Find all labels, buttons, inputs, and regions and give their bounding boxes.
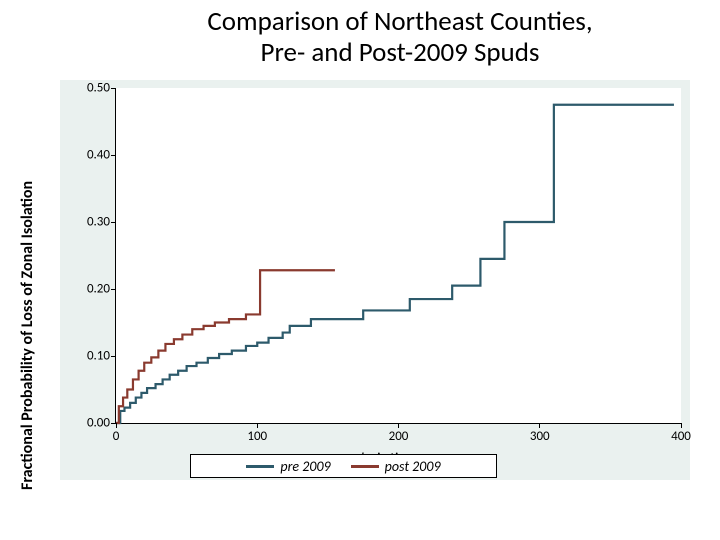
plot-outer: 0.000.100.200.300.400.500100200300400 an… bbox=[60, 80, 690, 480]
legend-swatch-post2009 bbox=[351, 465, 379, 468]
chart-page: Comparison of Northeast Counties, Pre- a… bbox=[0, 0, 720, 540]
ytick bbox=[111, 289, 116, 290]
chart-title: Comparison of Northeast Counties, Pre- a… bbox=[100, 6, 700, 68]
ytick bbox=[111, 155, 116, 156]
ytick bbox=[111, 88, 116, 89]
xtick-label: 0 bbox=[113, 429, 120, 444]
ytick-label: 0.50 bbox=[87, 81, 110, 96]
series-post-2009 bbox=[116, 270, 335, 423]
ytick-label: 0.40 bbox=[87, 148, 110, 163]
legend-label-pre2009: pre 2009 bbox=[280, 458, 330, 475]
xtick-label: 100 bbox=[247, 429, 267, 444]
xtick bbox=[681, 423, 682, 428]
legend-item-post2009: post 2009 bbox=[351, 458, 441, 475]
legend: pre 2009 post 2009 bbox=[190, 454, 497, 478]
ytick-label: 0.20 bbox=[87, 282, 110, 297]
ytick-label: 0.00 bbox=[87, 416, 110, 431]
legend-label-post2009: post 2009 bbox=[385, 458, 441, 475]
ytick-label: 0.10 bbox=[87, 349, 110, 364]
xtick bbox=[116, 423, 117, 428]
title-line2: Pre- and Post-2009 Spuds bbox=[261, 36, 540, 69]
legend-swatch-pre2009 bbox=[246, 465, 274, 468]
ytick-label: 0.30 bbox=[87, 215, 110, 230]
xtick-label: 200 bbox=[389, 429, 409, 444]
ytick bbox=[111, 356, 116, 357]
legend-item-pre2009: pre 2009 bbox=[246, 458, 330, 475]
y-axis-label: Fractional Probability of Loss of Zonal … bbox=[18, 181, 37, 490]
xtick bbox=[257, 423, 258, 428]
xtick bbox=[539, 423, 540, 428]
xtick-label: 300 bbox=[530, 429, 550, 444]
title-line1: Comparison of Northeast Counties, bbox=[207, 5, 592, 38]
xtick bbox=[398, 423, 399, 428]
plot-inner: 0.000.100.200.300.400.500100200300400 bbox=[115, 88, 681, 424]
series-pre-2009 bbox=[116, 105, 674, 423]
xtick-label: 400 bbox=[671, 429, 691, 444]
step-lines-svg bbox=[116, 88, 681, 423]
ytick bbox=[111, 222, 116, 223]
